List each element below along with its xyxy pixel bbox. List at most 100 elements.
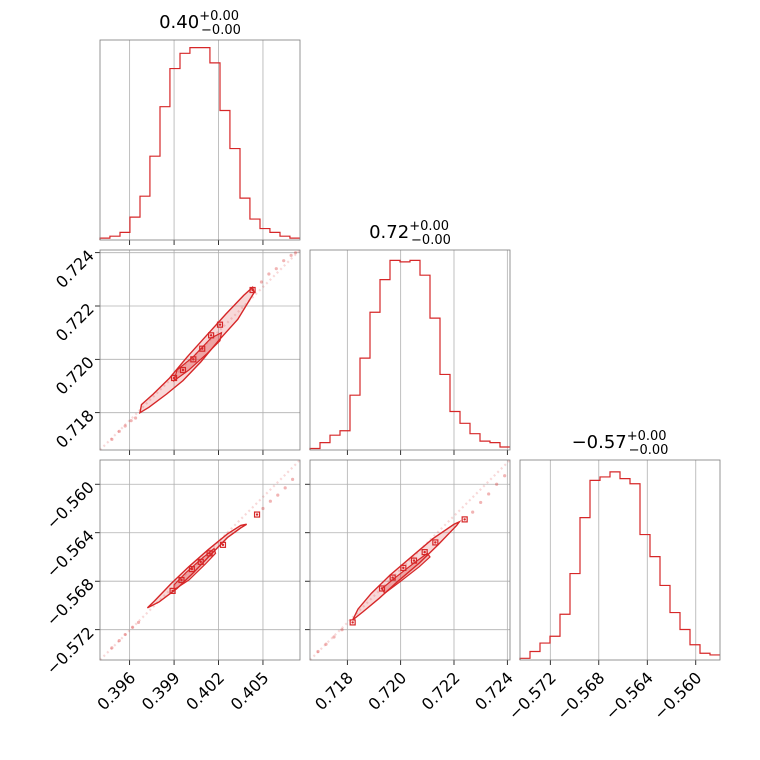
faint-sample-point	[268, 499, 272, 503]
faint-sample-point	[130, 625, 135, 629]
faint-sample-point	[274, 267, 278, 271]
scatter-panel-param-2-vs-1: 0.718 0.720 0.722 0.724	[52, 246, 301, 455]
sample-point-core	[402, 566, 405, 570]
sample-point-core	[201, 347, 204, 350]
sample-point-core	[434, 541, 437, 544]
faint-sample-point	[283, 486, 287, 490]
sample-point	[206, 550, 213, 557]
faint-sample-point	[136, 620, 141, 625]
panel-frame	[309, 459, 511, 661]
title-plus: +0.00	[199, 9, 239, 24]
sample-point	[400, 564, 407, 571]
sample-point-core	[391, 576, 394, 579]
y-tick-label: −0.568	[42, 575, 97, 630]
sample-point	[178, 576, 185, 584]
y-tick-label: −0.564	[42, 526, 97, 581]
sample-point-core	[463, 518, 466, 521]
sample-point-core	[181, 368, 185, 372]
title-value: 0.72	[369, 222, 409, 243]
x-tick-label: −0.560	[650, 668, 705, 723]
title-minus: −0.00	[201, 23, 241, 38]
contour-outer	[146, 523, 248, 609]
x-tick-label: −0.572	[505, 668, 560, 723]
faint-sample-point	[276, 493, 280, 497]
sample-point-core	[209, 334, 213, 337]
sample-point-core	[172, 376, 176, 380]
faint-sample-point	[471, 510, 475, 514]
sample-point	[169, 587, 176, 595]
faint-sample-point	[324, 642, 328, 646]
sample-point-core	[251, 288, 254, 292]
title-plus: +0.00	[409, 219, 449, 234]
faint-sample-point	[133, 416, 138, 420]
sample-point	[199, 345, 206, 352]
sample-point-core	[180, 578, 183, 582]
panel-title: 0.72+0.00 −0.00	[369, 219, 451, 248]
sample-point	[410, 557, 418, 564]
title-value: 0.40	[159, 12, 199, 33]
histogram-panel-param-1: 0.40+0.00 −0.00	[99, 9, 301, 245]
faint-sample-point	[129, 419, 133, 423]
faint-sample-point	[123, 424, 127, 428]
sample-point-core	[255, 513, 259, 516]
x-tick-label: 0.405	[227, 668, 273, 714]
sample-point	[216, 321, 224, 328]
panel-frame	[519, 459, 721, 661]
scatter-panel-param-3-vs-2: 0.718 0.720 0.722 0.724	[305, 459, 517, 714]
sample-point	[432, 539, 439, 546]
y-tick-label: 0.718	[52, 406, 98, 452]
sample-point-core	[192, 358, 195, 361]
histogram-step-line	[519, 471, 720, 660]
x-tick-label: 0.718	[311, 668, 357, 714]
x-tick-label: 0.402	[182, 668, 228, 714]
title-minus: −0.00	[629, 443, 669, 458]
sample-trail	[309, 459, 511, 661]
faint-sample-point	[332, 635, 336, 639]
faint-sample-point	[479, 500, 483, 505]
sample-point	[190, 356, 197, 363]
x-tick-label: 0.722	[418, 668, 464, 714]
sample-point-core	[190, 567, 194, 571]
sample-point	[179, 366, 187, 374]
faint-sample-point	[290, 477, 295, 481]
sample-point	[461, 516, 468, 523]
faint-sample-point	[123, 632, 127, 637]
y-tick-label: −0.572	[42, 623, 97, 678]
sample-point	[253, 511, 261, 518]
sample-point-core	[218, 323, 222, 326]
panel-frame	[99, 249, 301, 451]
faint-sample-point	[110, 437, 114, 441]
faint-sample-point	[289, 253, 293, 257]
sample-point	[219, 541, 227, 548]
faint-sample-point	[293, 251, 298, 255]
sample-point-core	[221, 543, 225, 547]
sample-point-core	[171, 589, 174, 593]
histogram-panel-param-3: −0.572−0.568−0.564−0.560 −0.57+0.00 −0.00	[505, 429, 721, 723]
sample-point	[249, 286, 256, 294]
panel-frame	[309, 249, 511, 451]
sample-point	[378, 585, 386, 592]
sample-point	[170, 374, 178, 382]
y-tick-label: 0.722	[52, 299, 98, 345]
y-tick-label: 0.724	[52, 246, 98, 292]
sample-point	[197, 558, 204, 565]
sample-point	[389, 574, 396, 581]
histogram-step-line	[99, 47, 300, 240]
y-tick-label: 0.720	[52, 353, 98, 399]
panel-frame	[99, 39, 301, 241]
panel-frame	[99, 459, 301, 661]
panel-title: −0.57+0.00 −0.00	[572, 429, 669, 458]
contour-inner	[173, 331, 223, 383]
x-tick-label: 0.396	[93, 668, 139, 714]
sample-point-core	[380, 587, 384, 590]
contour-inner	[381, 552, 431, 595]
faint-sample-point	[495, 482, 499, 486]
faint-sample-point	[340, 628, 344, 632]
faint-sample-point	[117, 429, 121, 433]
x-tick-label: 0.720	[364, 668, 410, 714]
sample-point	[421, 549, 428, 556]
title-plus: +0.00	[627, 429, 667, 444]
faint-sample-point	[487, 492, 491, 496]
